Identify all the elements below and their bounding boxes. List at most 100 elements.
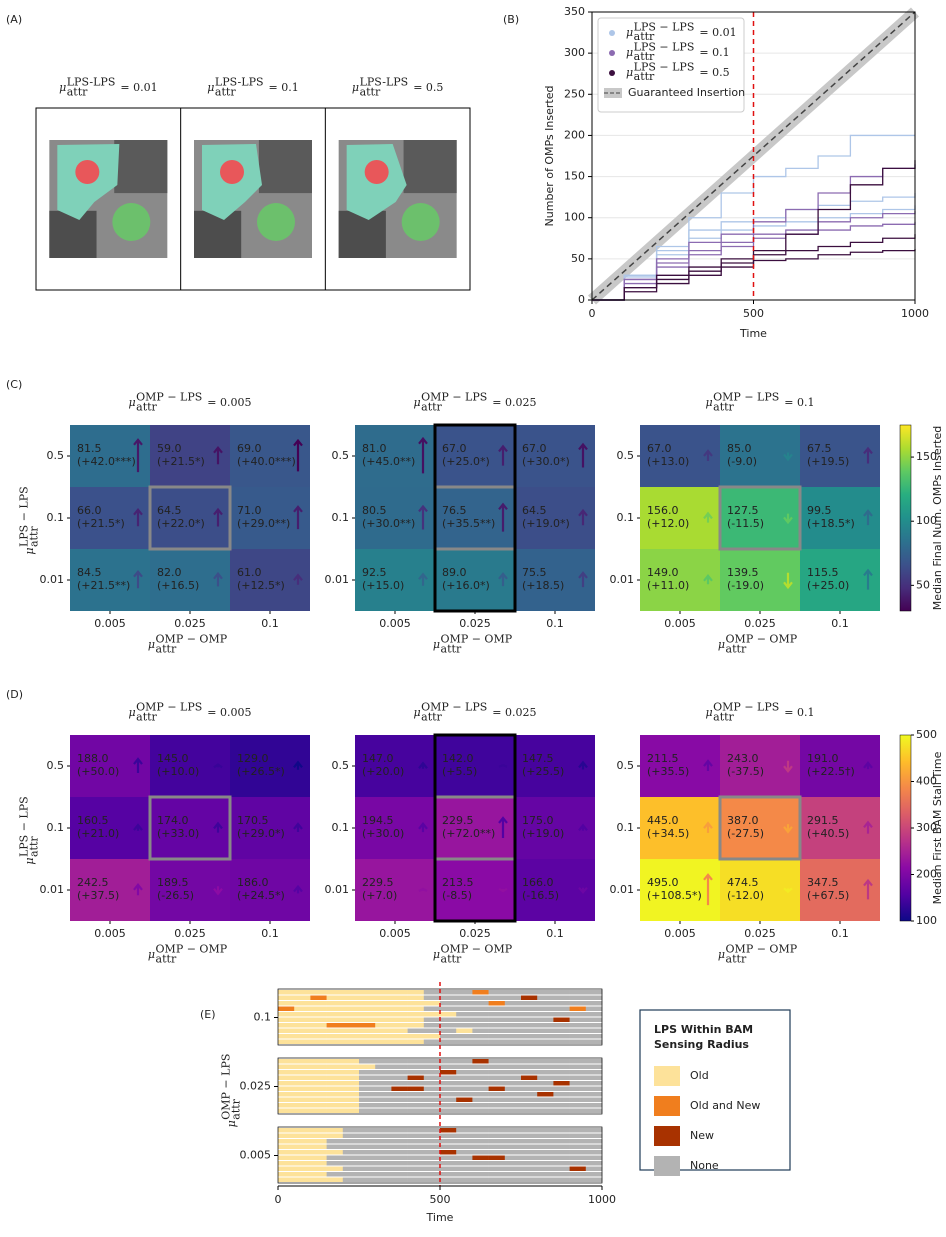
state-segment	[488, 1144, 506, 1149]
state-segment	[278, 990, 295, 995]
state-segment	[440, 1139, 457, 1144]
state-segment	[553, 1086, 570, 1091]
state-segment	[553, 1144, 570, 1149]
math-sub: attr	[634, 30, 655, 43]
state-segment	[488, 1155, 506, 1160]
state-segment	[585, 1006, 603, 1011]
math-sup: LPS − LPS	[17, 796, 30, 857]
state-segment	[440, 1039, 457, 1044]
state-segment	[456, 1017, 473, 1022]
cell-value: 67.0	[442, 442, 467, 455]
state-segment	[375, 1028, 392, 1033]
state-segment	[310, 1139, 327, 1144]
cell-delta: (+22.0*)	[157, 517, 205, 530]
state-segment	[472, 1059, 489, 1064]
state-segment	[294, 1139, 311, 1144]
state-segment	[456, 1006, 473, 1011]
state-segment	[359, 990, 376, 995]
state-segment	[326, 1139, 344, 1144]
sim-green	[401, 203, 440, 241]
state-segment	[326, 1103, 344, 1108]
delta-arrow	[578, 886, 588, 894]
state-segment	[569, 1028, 587, 1033]
state-segment	[391, 1133, 408, 1138]
cell-delta: (+30.0**)	[362, 517, 415, 530]
state-segment	[326, 995, 344, 1000]
state-segment	[359, 1150, 376, 1155]
state-segment	[488, 1092, 506, 1097]
cell-value: 149.0	[647, 566, 679, 579]
delta-arrow	[133, 883, 143, 896]
state-segment	[423, 1166, 441, 1171]
cell-delta: (+34.5)	[647, 827, 689, 840]
state-segment	[472, 1128, 489, 1133]
delta-arrow	[783, 452, 793, 462]
state-segment	[537, 1172, 554, 1177]
state-segment	[342, 1177, 360, 1182]
cell-value: 61.0	[237, 566, 262, 579]
math-sub: attr	[136, 711, 157, 724]
state-segment	[359, 1172, 376, 1177]
state-segment	[342, 1001, 360, 1006]
state-segment	[359, 1108, 376, 1113]
math-rest: = 0.005	[207, 396, 251, 409]
math-base: μ	[705, 706, 712, 719]
state-segment	[521, 1001, 538, 1006]
delta-arrow	[133, 823, 143, 831]
state-segment	[553, 1023, 570, 1028]
state-segment	[553, 1075, 570, 1080]
state-segment	[537, 1028, 554, 1033]
math-sub: attr	[421, 711, 442, 724]
state-segment	[391, 1166, 408, 1171]
state-segment	[423, 1028, 441, 1033]
state-segment	[472, 1108, 489, 1113]
state-segment	[375, 1006, 392, 1011]
state-segment	[294, 1150, 311, 1155]
math-sup: OMP − OMP	[156, 632, 228, 645]
delta-arrow	[863, 509, 873, 526]
state-segment	[585, 1108, 603, 1113]
state-segment	[310, 1161, 327, 1166]
cell-value: 67.0	[522, 442, 547, 455]
state-segment	[326, 1059, 344, 1064]
state-segment	[456, 1133, 473, 1138]
state-segment	[294, 1081, 311, 1086]
cell-value: 387.0	[727, 814, 759, 827]
cell-value: 92.5	[362, 566, 387, 579]
heat-cell	[230, 735, 310, 797]
state-segment	[569, 1144, 587, 1149]
state-segment	[440, 1108, 457, 1113]
heat-cell	[70, 487, 150, 549]
math-rest: = 0.025	[492, 706, 536, 719]
state-segment	[342, 1023, 360, 1028]
state-segment	[375, 1108, 392, 1113]
state-segment	[326, 1144, 344, 1149]
state-segment	[294, 1034, 311, 1039]
heat-cell	[640, 797, 720, 859]
run-line	[592, 248, 916, 301]
state-segment	[294, 1023, 311, 1028]
state-segment	[407, 1070, 425, 1075]
state-segment	[521, 1075, 538, 1080]
state-segment	[423, 1023, 441, 1028]
state-segment	[521, 1028, 538, 1033]
state-segment	[472, 1081, 489, 1086]
x-tick-label: 500	[430, 1193, 451, 1206]
state-segment	[456, 1092, 473, 1097]
heat-cell	[800, 797, 880, 859]
state-segment	[585, 1133, 603, 1138]
state-segment	[359, 1128, 376, 1133]
state-segment	[310, 1177, 327, 1182]
state-segment	[310, 1064, 327, 1069]
state-segment	[585, 1059, 603, 1064]
state-segment	[553, 1097, 570, 1102]
cell-value: 75.5	[522, 566, 547, 579]
state-segment	[456, 1097, 473, 1102]
state-segment	[326, 1133, 344, 1138]
state-segment	[310, 1034, 327, 1039]
